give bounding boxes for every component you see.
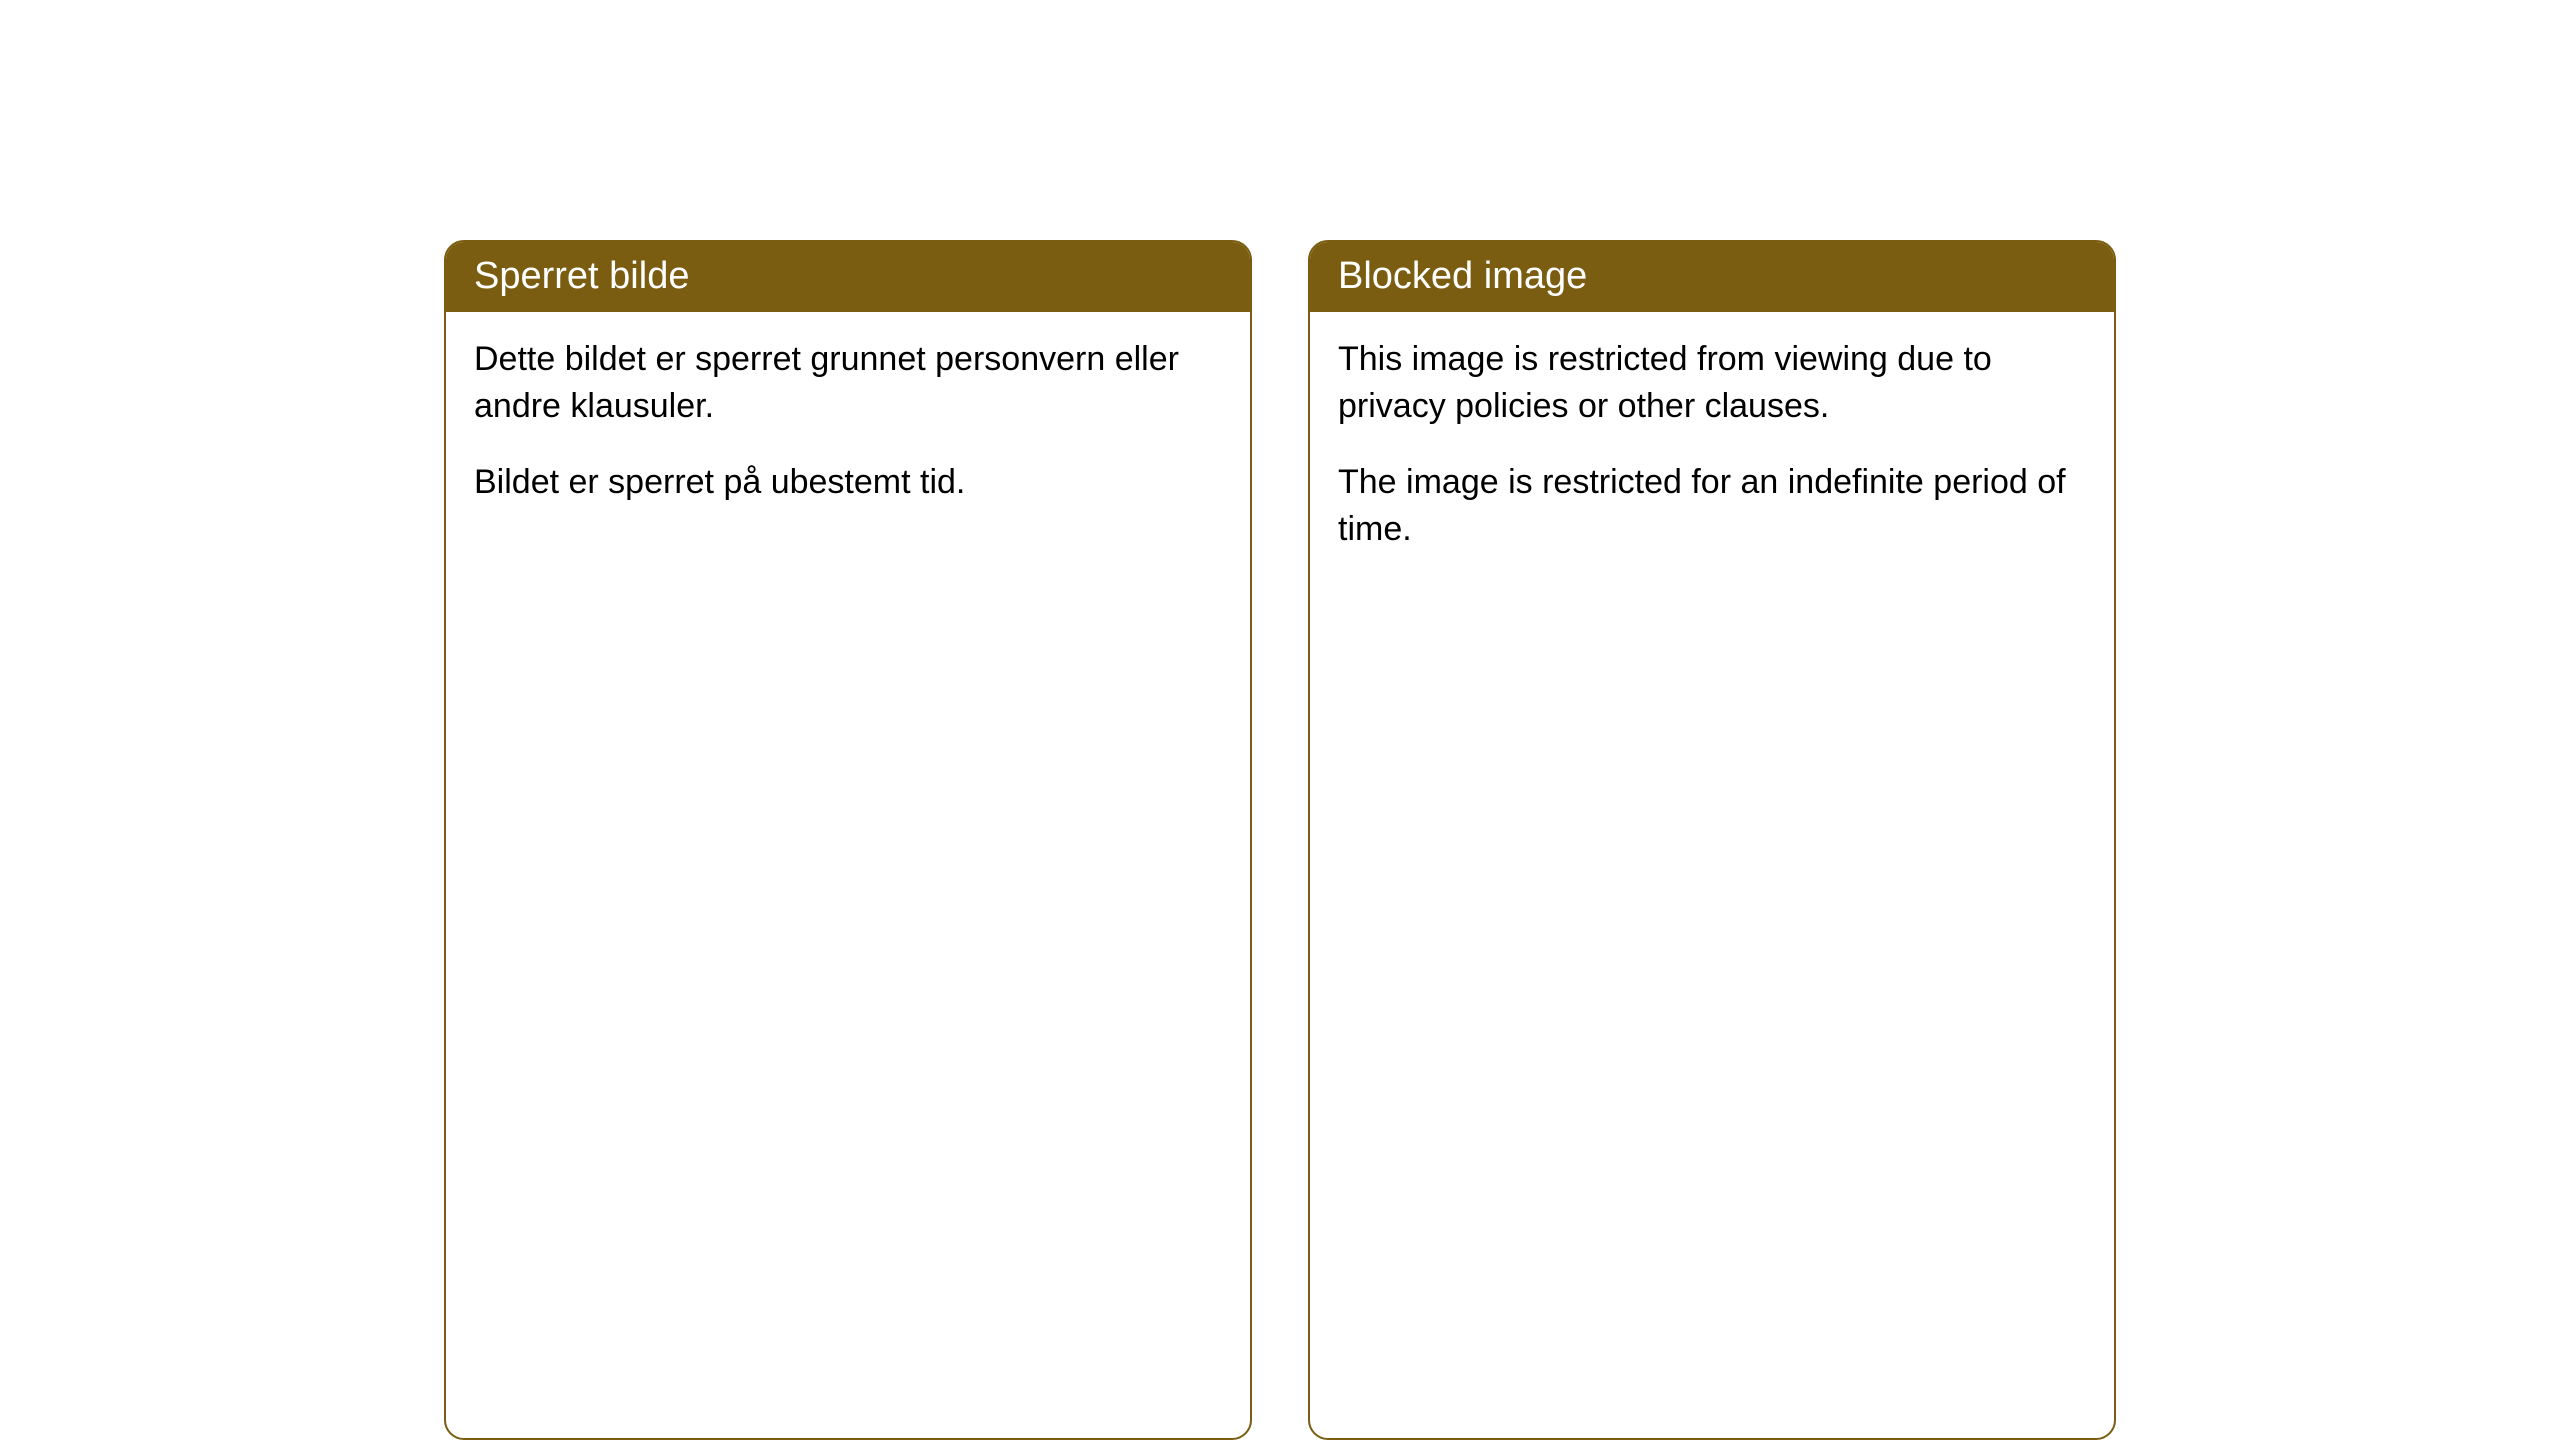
card-body-english: This image is restricted from viewing du… [1310,312,2114,594]
card-paragraph-2-english: The image is restricted for an indefinit… [1338,459,2086,554]
card-paragraph-1-norwegian: Dette bildet er sperret grunnet personve… [474,336,1222,431]
blocked-image-card-norwegian: Sperret bilde Dette bildet er sperret gr… [444,240,1252,1440]
card-body-norwegian: Dette bildet er sperret grunnet personve… [446,312,1250,547]
card-paragraph-2-norwegian: Bildet er sperret på ubestemt tid. [474,459,1222,507]
blocked-image-card-english: Blocked image This image is restricted f… [1308,240,2116,1440]
card-title-norwegian: Sperret bilde [446,242,1250,312]
card-title-english: Blocked image [1310,242,2114,312]
card-paragraph-1-english: This image is restricted from viewing du… [1338,336,2086,431]
card-container: Sperret bilde Dette bildet er sperret gr… [444,240,2116,1440]
